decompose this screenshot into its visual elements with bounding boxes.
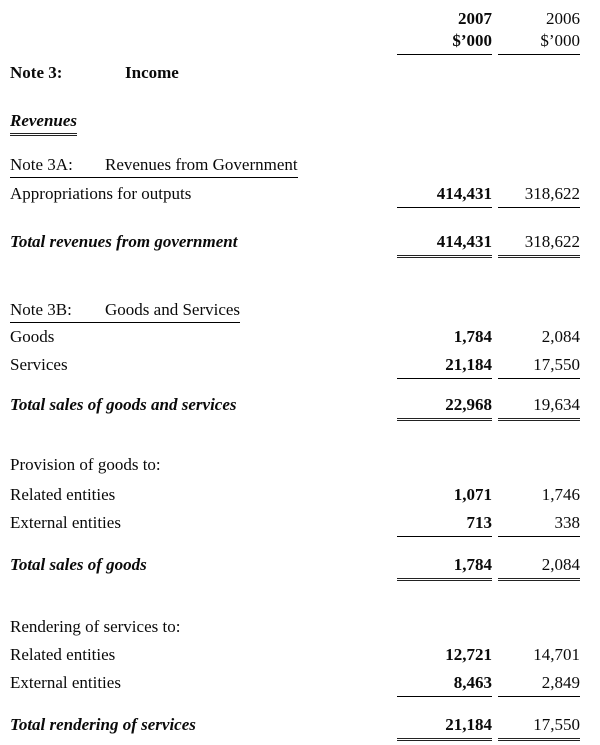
value-2007: 713 <box>397 512 492 537</box>
value-2006: 2,849 <box>498 672 580 697</box>
note3b-label: Note 3B: <box>10 300 72 319</box>
value-2007: 22,968 <box>397 394 492 421</box>
column-headers: 2007 $’000 2006 $’000 <box>10 8 580 55</box>
year-2007-label: 2007 <box>458 9 492 28</box>
total-label: Total sales of goods <box>10 555 147 574</box>
note3-heading: Note 3: Income <box>10 62 580 84</box>
column-header-2006: 2006 $’000 <box>498 8 580 55</box>
note3b-heading: Note 3B: Goods and Services <box>10 299 580 323</box>
note3a-title: Revenues from Government <box>105 155 298 174</box>
note3-title: Income <box>125 63 179 82</box>
value-2007: 12,721 <box>445 645 492 664</box>
total-label: Total sales of goods and services <box>10 395 237 414</box>
row-label: Services <box>10 355 68 374</box>
note3-label: Note 3: <box>10 63 63 82</box>
row-total-rendering-of-services: Total rendering of services 21,184 17,55… <box>10 714 580 741</box>
value-2006: 1,746 <box>541 485 580 504</box>
note3a-label: Note 3A: <box>10 155 73 174</box>
value-2006: 2,084 <box>498 554 580 581</box>
value-2006: 17,550 <box>498 354 580 379</box>
total-label: Total rendering of services <box>10 715 196 734</box>
value-2007: 8,463 <box>397 672 492 697</box>
value-2007: 414,431 <box>397 231 492 258</box>
value-2006: 318,622 <box>498 183 580 208</box>
row-label: Related entities <box>10 645 116 664</box>
row-provision-related-entities: Related entities 1,071 1,746 <box>10 484 580 506</box>
value-2007: 21,184 <box>397 714 492 741</box>
group-heading: Rendering of services to: <box>10 617 181 636</box>
row-goods: Goods 1,784 2,084 <box>10 326 580 348</box>
column-header-2007: 2007 $’000 <box>397 8 492 55</box>
value-2007: 414,431 <box>397 183 492 208</box>
note3b-title: Goods and Services <box>105 300 241 319</box>
row-label: Appropriations for outputs <box>10 184 192 203</box>
row-rendering-external-entities: External entities 8,463 2,849 <box>10 672 580 697</box>
row-label: Goods <box>10 327 55 346</box>
revenues-section-heading: Revenues <box>10 110 580 136</box>
value-2007: 1,071 <box>453 485 492 504</box>
revenues-heading-text: Revenues <box>10 110 78 136</box>
unit-2006-label: $’000 <box>540 31 580 50</box>
row-total-sales-of-goods: Total sales of goods 1,784 2,084 <box>10 554 580 581</box>
value-2007: 1,784 <box>453 327 492 346</box>
value-2006: 338 <box>498 512 580 537</box>
unit-2007-label: $’000 <box>452 31 492 50</box>
row-total-revenues-from-government: Total revenues from government 414,431 3… <box>10 231 580 258</box>
value-2006: 2,084 <box>541 327 580 346</box>
row-services: Services 21,184 17,550 <box>10 354 580 379</box>
value-2006: 14,701 <box>533 645 580 664</box>
value-2006: 318,622 <box>498 231 580 258</box>
row-label: External entities <box>10 513 121 532</box>
row-appropriations-for-outputs: Appropriations for outputs 414,431 318,6… <box>10 183 580 208</box>
value-2007: 1,784 <box>397 554 492 581</box>
value-2007: 21,184 <box>397 354 492 379</box>
row-provision-external-entities: External entities 713 338 <box>10 512 580 537</box>
row-rendering-related-entities: Related entities 12,721 14,701 <box>10 644 580 666</box>
row-total-sales-of-goods-and-services: Total sales of goods and services 22,968… <box>10 394 580 421</box>
total-label: Total revenues from government <box>10 232 238 251</box>
provision-of-goods-heading: Provision of goods to: <box>10 454 580 476</box>
value-2006: 19,634 <box>498 394 580 421</box>
row-label: External entities <box>10 673 121 692</box>
group-heading: Provision of goods to: <box>10 455 161 474</box>
value-2006: 17,550 <box>498 714 580 741</box>
note3a-heading: Note 3A: Revenues from Government <box>10 154 580 178</box>
year-2006-label: 2006 <box>546 9 580 28</box>
rendering-of-services-heading: Rendering of services to: <box>10 616 580 638</box>
row-label: Related entities <box>10 485 116 504</box>
